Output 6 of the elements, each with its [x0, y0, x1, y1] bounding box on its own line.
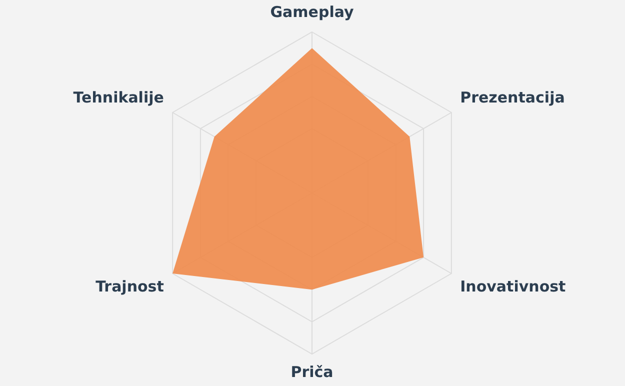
spoke-label: Tehnikalije — [73, 88, 164, 106]
spoke-label: Trajnost — [96, 277, 164, 296]
spoke-label: Priča — [290, 362, 334, 381]
spoke-label: Inovativnost — [460, 277, 566, 296]
spoke-label: Gameplay — [270, 2, 354, 21]
spoke-label: Prezentacija — [460, 88, 565, 106]
